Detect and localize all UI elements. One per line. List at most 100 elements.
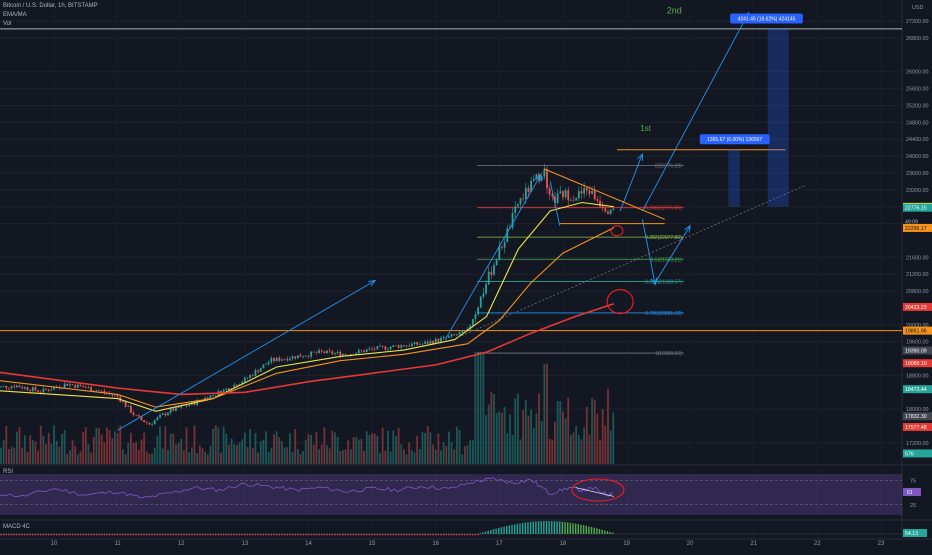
macd-bar xyxy=(506,525,508,534)
projection-arrow-target xyxy=(642,12,750,212)
volume-bar xyxy=(291,451,294,464)
macd-bar xyxy=(492,529,495,534)
symbol-title[interactable]: Bitcoin / U.S. Dollar, 1h, BITSTAMP xyxy=(3,3,98,9)
volume-bar xyxy=(212,428,214,464)
macd-bar xyxy=(132,534,135,536)
volume-bar xyxy=(95,427,98,464)
candle-body xyxy=(214,395,217,396)
volume-bar xyxy=(596,413,599,464)
candle-body xyxy=(601,206,604,209)
macd-bar xyxy=(381,534,384,536)
candle-body xyxy=(607,211,609,214)
macd-bar xyxy=(310,534,312,536)
candle-body xyxy=(572,200,575,201)
candle-body xyxy=(527,187,530,193)
candle-body xyxy=(69,384,71,386)
volume-bar xyxy=(196,453,199,464)
macd-bar xyxy=(244,534,246,536)
macd-bar xyxy=(360,534,363,536)
candle-body xyxy=(5,385,8,389)
macd-bar xyxy=(294,534,296,536)
volume-bar xyxy=(347,440,350,464)
volume-bar xyxy=(490,391,493,464)
macd-bar xyxy=(513,524,516,534)
volume-bar xyxy=(114,431,116,464)
macd-bar xyxy=(50,534,53,536)
volume-bar xyxy=(455,426,458,464)
volume-bar xyxy=(426,426,429,464)
macd-value-bg xyxy=(903,529,927,537)
macd-bar xyxy=(543,521,545,534)
macd-bar xyxy=(148,534,151,536)
macd-bar xyxy=(169,534,172,536)
macd-bar xyxy=(524,522,526,534)
volume-bar xyxy=(278,437,281,464)
candle-body xyxy=(567,190,570,201)
volume-bar xyxy=(461,454,464,464)
volume-bar xyxy=(434,449,437,464)
macd-bar xyxy=(24,534,26,536)
candle-body xyxy=(180,405,183,408)
volume-bar xyxy=(493,394,495,464)
macd-title: MACD 4C xyxy=(3,524,31,530)
macd-bar xyxy=(268,534,270,536)
fib-level-label: 0.236(22776.95) xyxy=(645,206,682,212)
volume-bar xyxy=(352,437,355,464)
volume-bar xyxy=(122,449,124,464)
trend-arrow xyxy=(117,280,376,431)
volume-bar xyxy=(554,421,556,464)
volume-bar xyxy=(479,351,482,464)
macd-bar xyxy=(479,533,481,534)
macd-bar xyxy=(315,534,318,536)
y-tick-label: 23600.00 xyxy=(906,171,928,177)
candle-body xyxy=(511,212,514,228)
rsi-title: RSI xyxy=(3,469,13,475)
candle-body xyxy=(18,385,21,388)
macd-bar xyxy=(445,534,447,536)
indicator-label-ema-ma[interactable]: EMA/MA xyxy=(3,12,27,18)
macd-bar xyxy=(8,534,10,536)
candle-body xyxy=(583,188,586,194)
macd-bar xyxy=(175,534,177,536)
volume-bar xyxy=(360,438,363,464)
macd-bar xyxy=(209,534,212,536)
volume-bar xyxy=(246,447,249,464)
candle-body xyxy=(259,368,262,372)
candle-body xyxy=(474,314,477,320)
candle-body xyxy=(98,390,100,392)
volume-bar xyxy=(402,449,405,464)
candle-body xyxy=(379,345,381,347)
y-tick-label: 25600.00 xyxy=(906,87,928,93)
volume-bar xyxy=(53,425,55,464)
volume-bar xyxy=(39,425,42,464)
candle-body xyxy=(514,206,517,213)
macd-bar xyxy=(572,523,574,534)
macd-bar xyxy=(411,534,413,536)
trend-arrow xyxy=(444,174,542,340)
volume-bar xyxy=(363,450,366,464)
candle-body xyxy=(402,345,405,347)
macd-bar xyxy=(344,534,347,536)
macd-bar xyxy=(101,534,103,536)
candle-body xyxy=(418,344,421,346)
macd-bar xyxy=(177,534,180,536)
macd-bar xyxy=(196,534,198,536)
fib-level-label: 0.382(22077.86) xyxy=(645,235,682,241)
macd-bar xyxy=(366,534,368,536)
macd-bar xyxy=(61,534,63,536)
trend-arrow-head xyxy=(534,174,542,183)
price-tag-bg xyxy=(903,412,932,421)
macd-bar xyxy=(405,534,408,536)
macd-bar xyxy=(281,534,283,536)
volume-bar xyxy=(506,433,509,464)
macd-bar xyxy=(577,524,579,534)
volume-bar xyxy=(29,435,32,464)
candle-body xyxy=(167,412,169,416)
macd-bar xyxy=(582,525,585,534)
rsi-level-label: 75 xyxy=(910,478,916,484)
candle-body xyxy=(328,350,331,352)
candle-body xyxy=(296,355,299,359)
indicator-label-vol[interactable]: Vol xyxy=(3,21,12,27)
